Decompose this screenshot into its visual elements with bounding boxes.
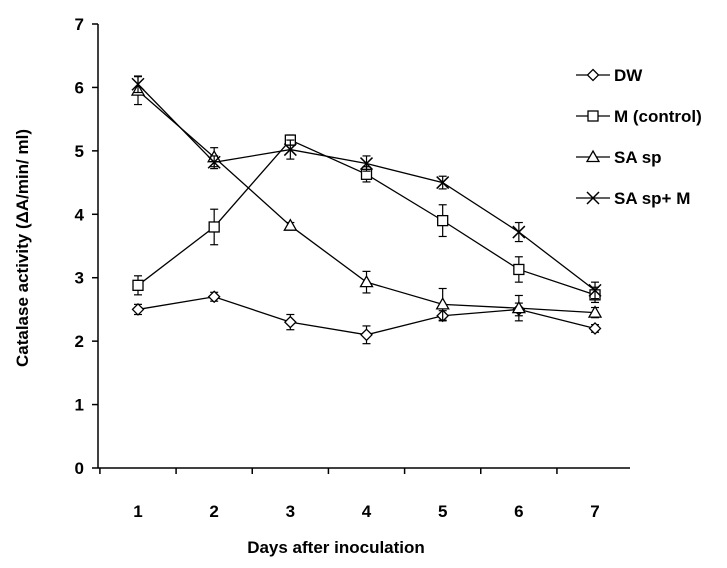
- x-marker-stroke: [283, 143, 297, 157]
- legend-item: SA sp: [576, 148, 662, 167]
- x-axis-label: Days after inoculation: [247, 538, 425, 557]
- y-tick-label: 7: [75, 15, 84, 34]
- series-sa-sp-m: [131, 75, 602, 300]
- x-tick-label: 4: [362, 502, 372, 521]
- data-point-diamond: [360, 328, 373, 342]
- legend-label: SA sp+ M: [614, 189, 690, 208]
- series-dw: [131, 290, 602, 345]
- data-point-x: [131, 77, 145, 91]
- data-point-diamond: [131, 303, 145, 316]
- x-tick-label: 1: [133, 502, 142, 521]
- x-tick-label: 7: [590, 502, 599, 521]
- x-marker-stroke: [359, 157, 374, 171]
- x-axis-ticks: 1 2 3 4 5 6 7: [99, 468, 600, 521]
- data-point-triangle: [511, 300, 526, 314]
- data-point-diamond: [283, 315, 297, 329]
- data-point-triangle: [435, 297, 450, 310]
- data-point-triangle: [359, 274, 374, 288]
- data-point-x: [512, 225, 526, 239]
- x-marker-stroke: [436, 176, 450, 190]
- x-tick-label: 2: [209, 502, 218, 521]
- x-marker-stroke: [588, 283, 602, 297]
- legend-item: M (control): [576, 107, 702, 126]
- y-tick-label: 4: [75, 205, 85, 224]
- data-point-square: [208, 221, 220, 233]
- axes: [97, 24, 630, 469]
- y-tick-label: 5: [75, 142, 84, 161]
- data-point-triangle: [587, 305, 603, 318]
- y-tick-label: 1: [75, 396, 84, 415]
- series-line: [137, 83, 596, 291]
- x-tick-label: 6: [514, 502, 523, 521]
- legend-label: DW: [614, 66, 643, 85]
- legend-label: SA sp: [614, 148, 662, 167]
- legend-item: SA sp+ M: [576, 189, 690, 208]
- legend-label: M (control): [614, 107, 702, 126]
- data-point-triangle: [585, 149, 601, 163]
- data-point-diamond: [588, 322, 602, 335]
- data-point-square: [437, 214, 449, 227]
- y-tick-label: 3: [75, 269, 84, 288]
- data-point-diamond: [207, 290, 221, 304]
- data-point-x: [588, 283, 602, 297]
- x-marker-stroke: [207, 155, 221, 169]
- y-tick-label: 0: [75, 459, 84, 478]
- data-point-x: [436, 176, 450, 190]
- series-layer: [130, 75, 603, 345]
- y-axis-label: Catalase activity (ΔA/min/ ml): [13, 129, 32, 367]
- legend-item: DW: [576, 66, 643, 85]
- x-tick-label: 3: [286, 502, 295, 521]
- x-marker-stroke: [512, 225, 526, 239]
- data-point-triangle: [283, 218, 298, 231]
- legend: DW M (control) SA sp SA sp+ M: [576, 66, 702, 208]
- y-axis-ticks: 0 1 2 3 4 5 6 7: [75, 15, 98, 478]
- data-point-x: [207, 155, 221, 169]
- data-point-square: [132, 279, 144, 291]
- data-point-diamond: [586, 68, 600, 82]
- data-point-x: [359, 157, 374, 171]
- data-point-x: [283, 143, 297, 157]
- x-marker-stroke: [586, 191, 600, 205]
- data-point-x: [586, 191, 600, 205]
- series-sa-sp: [130, 76, 603, 322]
- x-tick-label: 5: [438, 502, 447, 521]
- data-point-square: [513, 263, 525, 276]
- x-marker-stroke: [131, 77, 145, 91]
- y-tick-label: 2: [75, 332, 84, 351]
- y-tick-label: 6: [75, 78, 84, 97]
- data-point-square: [587, 110, 599, 122]
